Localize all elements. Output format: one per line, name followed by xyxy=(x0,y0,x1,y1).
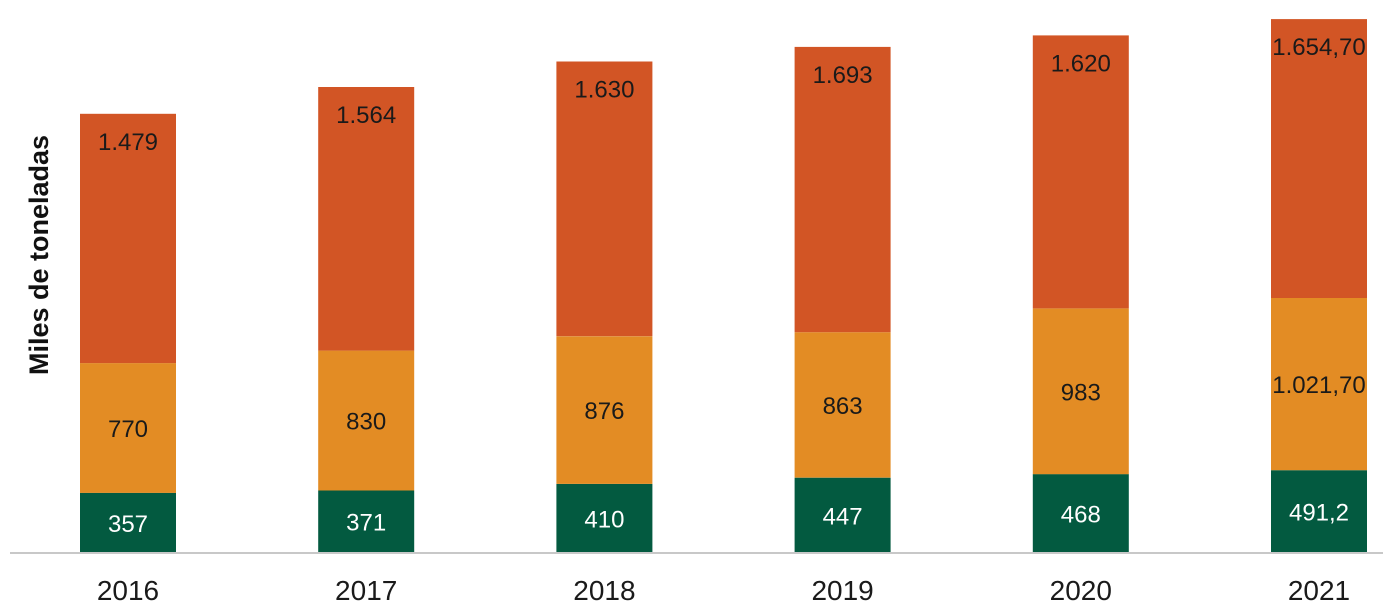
data-label-top-2016: 1.479 xyxy=(98,129,158,156)
bar-bottom-2017 xyxy=(318,490,415,553)
data-label-bottom-2020: 468 xyxy=(1061,502,1101,529)
data-label-middle-2020: 983 xyxy=(1061,379,1101,406)
data-label-top-2017: 1.564 xyxy=(336,102,396,129)
x-tick-label-2019: 2019 xyxy=(811,575,873,606)
data-label-middle-2016: 770 xyxy=(108,416,148,443)
x-tick-label-2018: 2018 xyxy=(573,575,635,606)
bar-middle-2018 xyxy=(556,336,653,484)
data-label-top-2018: 1.630 xyxy=(574,77,634,104)
bar-middle-2017 xyxy=(318,350,415,491)
bar-top-2016 xyxy=(80,113,176,364)
data-label-middle-2018: 876 xyxy=(584,398,624,425)
bar-top-2021 xyxy=(1271,19,1367,298)
x-tick-label-2020: 2020 xyxy=(1050,575,1112,606)
data-label-bottom-2017: 371 xyxy=(346,510,386,537)
data-label-top-2020: 1.620 xyxy=(1051,50,1111,77)
bar-bottom-2019 xyxy=(794,477,891,553)
x-tick-labels: 2016 2017 2018 2019 2020 2021 xyxy=(97,575,1350,606)
bar-top-2020 xyxy=(1032,35,1129,309)
bar-bottom-2016 xyxy=(80,492,176,553)
bar-middle-2019 xyxy=(794,332,891,478)
bar-bottom-2018 xyxy=(556,483,653,553)
bar-bottom-2021 xyxy=(1271,470,1367,553)
x-tick-label-2021: 2021 xyxy=(1288,575,1350,606)
bar-bottom-2020 xyxy=(1032,474,1129,553)
data-label-bottom-2019: 447 xyxy=(823,503,863,530)
x-tick-label-2017: 2017 xyxy=(335,575,397,606)
data-label-middle-2021: 1.021,70 xyxy=(1272,372,1365,399)
data-labels-layer: 357 770 1.479 371 830 1.564 410 876 1.630 447 863 1… xyxy=(98,34,1366,538)
bar-top-2019 xyxy=(794,46,891,333)
bar-middle-2021 xyxy=(1271,298,1367,471)
bar-middle-2020 xyxy=(1032,308,1129,475)
data-label-bottom-2021: 491,2 xyxy=(1289,500,1349,527)
data-label-top-2019: 1.693 xyxy=(813,62,873,89)
bar-middle-2016 xyxy=(80,363,176,493)
bar-top-2017 xyxy=(318,87,415,351)
bar-top-2018 xyxy=(556,61,653,337)
data-label-top-2021: 1.654,70 xyxy=(1272,34,1365,61)
data-label-middle-2019: 863 xyxy=(823,393,863,420)
data-label-bottom-2016: 357 xyxy=(108,511,148,538)
x-tick-label-2016: 2016 xyxy=(97,575,159,606)
bars-layer xyxy=(80,19,1367,553)
data-label-middle-2017: 830 xyxy=(346,409,386,436)
data-label-bottom-2018: 410 xyxy=(584,507,624,534)
y-axis-label: Miles de toneladas xyxy=(24,135,54,375)
